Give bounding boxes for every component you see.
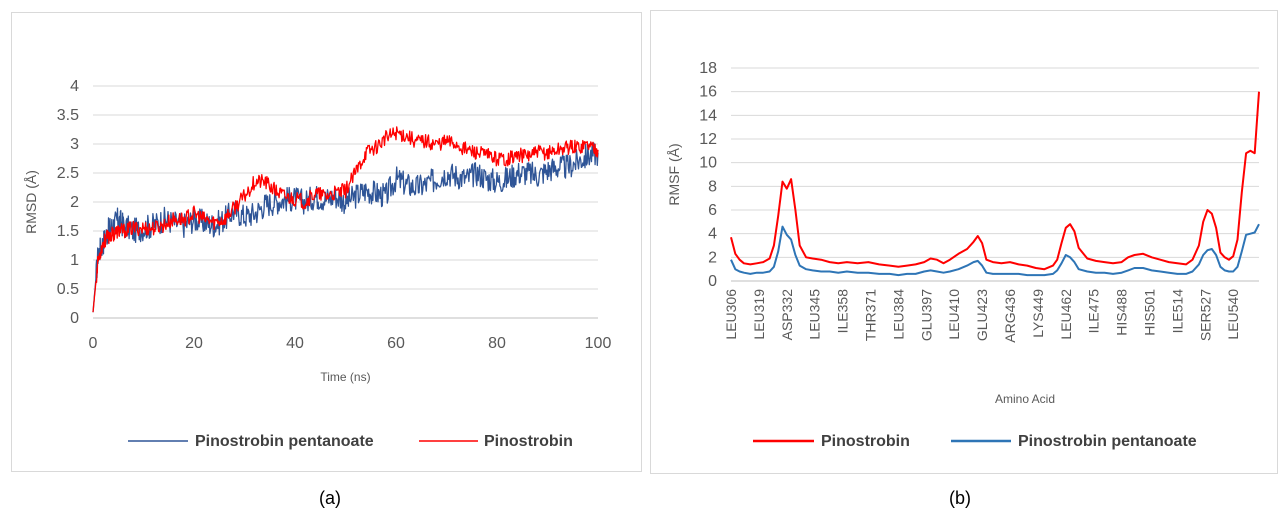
x-tick-label: HIS501 [1142, 289, 1158, 336]
series-line-pinostrobin-pentanoate [730, 223, 1260, 277]
y-tick-label: 16 [699, 84, 717, 101]
y-tick-label: 10 [699, 155, 717, 172]
y-tick-label: 0 [70, 310, 79, 327]
x-tick-label: ILE514 [1169, 289, 1185, 334]
x-tick-label: ASP332 [779, 289, 795, 341]
y-tick-label: 3.5 [57, 107, 79, 124]
x-tick-label: HIS488 [1114, 289, 1130, 336]
panel-label-a: (a) [319, 488, 341, 508]
x-tick-label: LEU306 [723, 289, 739, 340]
y-tick-label: 4 [708, 226, 717, 243]
y-tick-label: 1.5 [57, 223, 79, 240]
x-tick-label: 60 [387, 335, 405, 352]
y-tick-label: 12 [699, 131, 717, 148]
y-tick-label: 14 [699, 107, 717, 124]
y-tick-label: 0.5 [57, 281, 79, 298]
x-tick-label: LEU345 [807, 289, 823, 340]
x-tick-label: 20 [185, 335, 203, 352]
rmsd-chart-panel: 0 0.5 1 1.5 2 2.5 3 3.5 4 0 20 40 60 80 100 Time (ns) RM… [11, 12, 642, 472]
y-tick-label: 0 [708, 273, 717, 290]
x-tick-label: GLU423 [974, 289, 990, 341]
x-tick-label: 40 [286, 335, 304, 352]
y-tick-label: 6 [708, 202, 717, 219]
x-tick-label: 0 [89, 335, 98, 352]
y-tick-label: 8 [708, 178, 717, 195]
x-tick-label: ARG436 [1002, 289, 1018, 343]
x-tick-label: LEU540 [1225, 289, 1241, 340]
y-axis-title: RMSF (Å) [666, 143, 682, 205]
y-tick-label: 3 [70, 136, 79, 153]
x-tick-label: ILE475 [1086, 289, 1102, 334]
rmsf-chart: 0 2 4 6 8 10 12 14 16 18 LEU306 LEU319 ASP332 LEU345 I… [666, 60, 1260, 450]
x-tick-label: 100 [585, 335, 612, 352]
legend-label-pinostrobin-pentanoate: Pinostrobin pentanoate [195, 433, 374, 450]
y-axis-title: RMSD (Å) [23, 170, 39, 234]
y-tick-label: 4 [70, 78, 79, 95]
y-tick-label: 2 [70, 194, 79, 211]
rmsf-chart-panel: 0 2 4 6 8 10 12 14 16 18 LEU306 LEU319 ASP332 LEU345 I… [650, 10, 1278, 474]
x-tick-label: THR371 [863, 289, 879, 341]
legend-label-pinostrobin: Pinostrobin [484, 433, 573, 450]
series-line-pinostrobin [730, 91, 1260, 271]
x-tick-label: LYS449 [1030, 289, 1046, 338]
x-axis-title: Amino Acid [995, 392, 1055, 406]
x-axis-title: Time (ns) [320, 370, 370, 384]
series-line-pinostrobin-pentanoate [92, 142, 599, 313]
x-tick-label: LEU410 [946, 289, 962, 340]
y-tick-label: 2 [708, 249, 717, 266]
legend-label-pinostrobin-pentanoate: Pinostrobin pentanoate [1018, 433, 1197, 450]
x-tick-label: ILE358 [835, 289, 851, 334]
y-tick-label: 2.5 [57, 165, 79, 182]
legend-label-pinostrobin: Pinostrobin [821, 433, 910, 450]
y-tick-label: 1 [70, 252, 79, 269]
y-tick-label: 18 [699, 60, 717, 77]
series-line-pinostrobin [92, 126, 599, 313]
x-tick-label: SER527 [1197, 289, 1213, 341]
x-tick-label: 80 [488, 335, 506, 352]
x-tick-label: GLU397 [918, 289, 934, 341]
x-tick-label: LEU319 [751, 289, 767, 340]
x-tick-label: LEU462 [1058, 289, 1074, 340]
panel-label-b: (b) [949, 488, 971, 508]
x-tick-label: LEU384 [890, 289, 906, 340]
